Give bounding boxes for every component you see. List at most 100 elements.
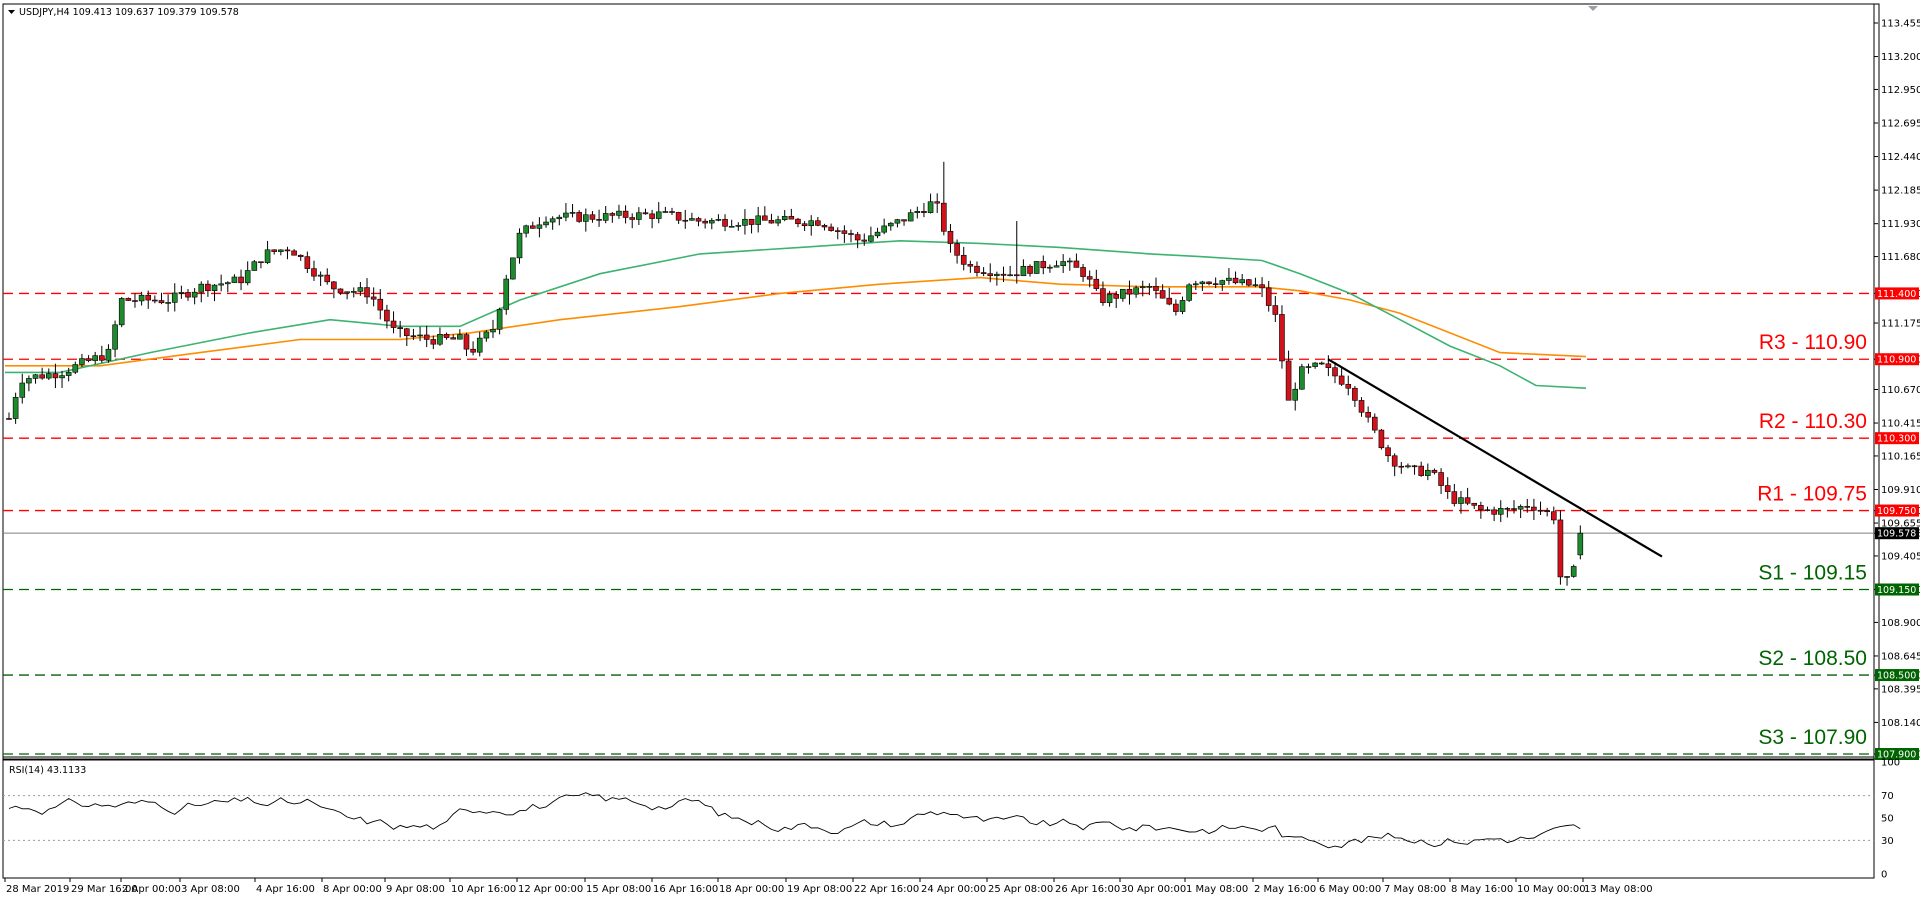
candle-body [1179, 300, 1186, 312]
candle [1139, 280, 1146, 297]
candle-body [1318, 362, 1325, 365]
candle [85, 355, 92, 363]
candle-body [1000, 273, 1007, 276]
candle-body [689, 218, 695, 221]
candle [1318, 361, 1325, 366]
candle [1577, 525, 1584, 560]
candle-body [1471, 502, 1478, 506]
candle-body [278, 249, 284, 252]
candle-body [735, 225, 742, 227]
candle-body [6, 418, 12, 420]
candle-body [967, 264, 974, 267]
candle-body [311, 268, 317, 277]
candle-body [1484, 509, 1491, 512]
time-tick-label: 26 Apr 16:00 [1055, 884, 1120, 895]
candle-body [65, 371, 72, 376]
candle-body [682, 219, 689, 222]
candle [1192, 280, 1199, 291]
candle [1524, 498, 1531, 513]
candle-body [304, 256, 311, 269]
candle-body [781, 216, 788, 220]
time-tick-label: 7 May 08:00 [1384, 884, 1446, 895]
candle [576, 210, 582, 223]
candle [1438, 468, 1444, 494]
candle [32, 373, 39, 384]
candle [768, 213, 775, 224]
candle [92, 351, 98, 365]
candle-body [1411, 465, 1418, 468]
candle-body [1086, 276, 1093, 280]
collapse-triangle-icon[interactable] [1588, 6, 1598, 11]
candle [722, 214, 728, 232]
candle-body [205, 283, 211, 292]
candle-body [1504, 508, 1511, 510]
candle-body [569, 212, 576, 214]
time-tick-label: 18 Apr 00:00 [719, 884, 784, 895]
candle [609, 212, 616, 223]
candle-body [26, 378, 32, 384]
dropdown-triangle-icon[interactable] [8, 10, 15, 14]
candle [642, 208, 649, 215]
candle-body [669, 211, 675, 213]
candle [291, 249, 297, 256]
candle [1173, 299, 1179, 316]
level-price-tag-text: 111.400 [1877, 289, 1916, 300]
candle-body [1265, 287, 1272, 306]
price-tick-label: 113.455 [1881, 19, 1920, 30]
candle [834, 227, 841, 240]
candle-body [914, 211, 921, 213]
candle [1391, 453, 1398, 477]
candle-body [576, 212, 582, 222]
candle [1000, 266, 1007, 283]
candle [994, 271, 1000, 286]
candle [596, 209, 602, 227]
candle-body [583, 214, 589, 222]
candle [616, 204, 622, 219]
candle-body [417, 334, 423, 337]
candle [510, 257, 516, 280]
candle-body [1133, 287, 1139, 295]
candle-body [12, 397, 19, 419]
candle-body [390, 320, 397, 328]
candle [536, 217, 543, 238]
candle [987, 263, 994, 283]
candle-body [450, 337, 457, 340]
candle [1166, 287, 1173, 306]
price-ticks-group: 113.455 113.200 112.950 112.695 112.440 112.1… [1874, 19, 1920, 761]
candle-body [1192, 283, 1199, 286]
candle [1517, 504, 1524, 519]
candle-body [1550, 511, 1557, 521]
candle [841, 225, 848, 243]
candle-body [881, 225, 887, 233]
candle [868, 226, 874, 243]
candle [1398, 461, 1405, 474]
candle-body [271, 249, 278, 252]
candle-body [788, 216, 795, 220]
candle-body [516, 232, 523, 259]
candle-body [1120, 288, 1126, 299]
candle [72, 361, 79, 375]
candle-body [1491, 509, 1497, 515]
candle-body [1033, 261, 1040, 274]
candle [1206, 281, 1212, 286]
candle [669, 207, 675, 215]
candle-body [1537, 509, 1544, 512]
candle [284, 246, 291, 260]
candle [278, 249, 284, 256]
candle-body [1020, 265, 1027, 277]
candle [1020, 259, 1027, 277]
candle-body [158, 300, 165, 304]
candle-body [1285, 360, 1292, 401]
candle-body [1292, 388, 1299, 401]
candle [1272, 296, 1279, 323]
candle-body [1279, 314, 1285, 362]
candle [1146, 283, 1153, 296]
price-tick-label: 113.200 [1881, 52, 1920, 63]
candle [65, 367, 72, 382]
candle [152, 295, 158, 304]
candle [821, 223, 828, 231]
time-tick-label: 19 Apr 08:00 [787, 884, 852, 895]
time-tick-label: 8 Apr 00:00 [323, 884, 382, 895]
candle-body [1153, 286, 1159, 291]
candle [655, 202, 662, 224]
